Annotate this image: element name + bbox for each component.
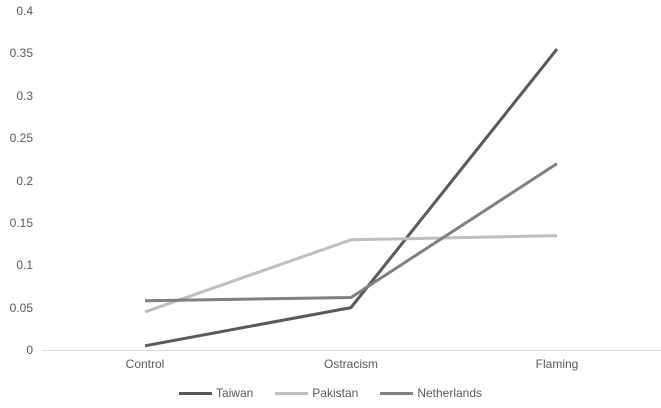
- y-tick-label: 0.1: [16, 258, 33, 273]
- legend-label: Pakistan: [312, 386, 359, 400]
- legend-line-swatch: [380, 391, 414, 395]
- x-category-label-ostracism: Ostracism: [324, 357, 378, 371]
- legend-item-pakistan: Pakistan: [275, 386, 358, 400]
- legend-label: Netherlands: [417, 386, 483, 400]
- series-line-pakistan: [144, 234, 558, 314]
- plot-area: [42, 48, 661, 351]
- legend-label: Taiwan: [215, 386, 254, 400]
- series-line-netherlands: [144, 162, 558, 303]
- y-tick-label: 0.35: [9, 46, 33, 61]
- y-tick-label: 0.3: [16, 88, 33, 103]
- legend-line-swatch: [275, 391, 309, 395]
- y-tick-label: 0: [26, 343, 33, 357]
- legend: Taiwan Pakistan Netherlands: [0, 386, 661, 400]
- y-tick-label: 0.15: [9, 215, 33, 230]
- y-tick-label: 0.2: [16, 173, 33, 188]
- series-line-taiwan: [144, 48, 559, 348]
- y-tick-label: 0.25: [9, 131, 33, 146]
- legend-line-swatch: [178, 391, 212, 395]
- legend-item-netherlands: Netherlands: [380, 386, 482, 400]
- y-tick-label: 0.05: [9, 300, 33, 315]
- x-category-label-control: Control: [125, 357, 165, 371]
- legend-item-taiwan: Taiwan: [178, 386, 254, 400]
- y-tick-label: 0.4: [16, 4, 33, 18]
- x-category-label-flaming: Flaming: [535, 357, 579, 371]
